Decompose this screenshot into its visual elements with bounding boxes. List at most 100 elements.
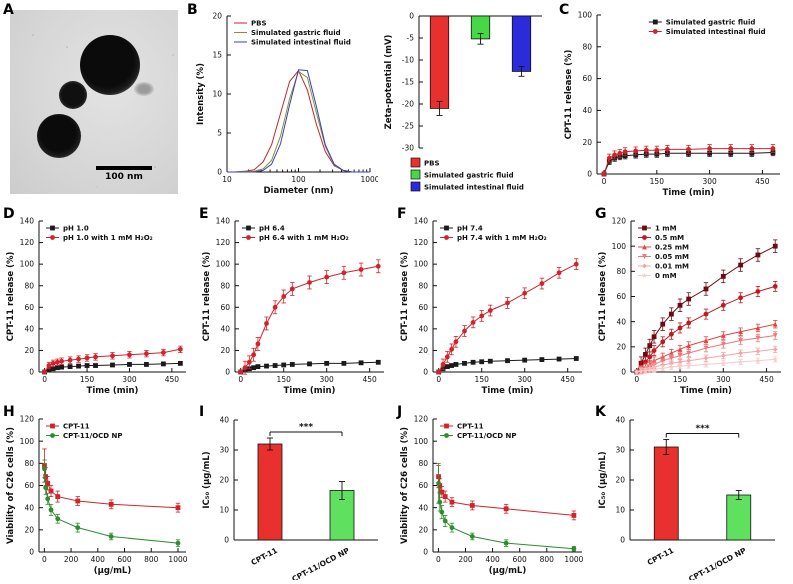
chart-dls-size-distribution: 10 100 1000 0 5 10 15 20 Diameter (nm) Intensity …: [194, 10, 378, 202]
svg-text:0: 0: [634, 375, 639, 384]
chart-release-fluids: 0 150 300 450 0 20 40 60 80 100 Time (min) CPT-11 r…: [562, 10, 788, 202]
svg-text:150: 150: [277, 375, 292, 384]
svg-text:0: 0: [29, 368, 34, 377]
svg-text:Time (min): Time (min): [482, 386, 534, 396]
svg-text:60: 60: [582, 74, 592, 83]
series: [227, 69, 370, 173]
bar: [511, 15, 532, 72]
svg-text:Simulated gastric fluid: Simulated gastric fluid: [666, 19, 756, 27]
svg-text:0: 0: [42, 555, 47, 564]
bar: [257, 443, 283, 541]
svg-text:-10: -10: [402, 56, 414, 65]
series: [634, 356, 778, 375]
svg-text:100: 100: [578, 11, 593, 20]
svg-text:450: 450: [363, 375, 378, 384]
svg-text:0.5 mM: 0.5 mM: [655, 234, 684, 242]
svg-text:140: 140: [216, 217, 231, 226]
svg-text:40: 40: [418, 503, 428, 512]
svg-text:1000: 1000: [564, 555, 583, 564]
series: [436, 462, 577, 552]
svg-text:PBS: PBS: [424, 160, 440, 168]
chart-zeta-potential: 0 -5 -10 -15 -20 -25 -30 Zeta-potential (mV) PBS…: [382, 10, 554, 202]
svg-text:100: 100: [20, 260, 35, 269]
svg-text:CPT-11: CPT-11: [646, 546, 675, 567]
svg-text:CPT-11/OCD NP: CPT-11/OCD NP: [457, 432, 517, 440]
scale-bar: [96, 166, 152, 170]
svg-text:120: 120: [20, 415, 35, 424]
svg-text:-5: -5: [407, 34, 415, 43]
svg-text:CPT-11 release (%): CPT-11 release (%): [202, 252, 212, 342]
svg-text:200: 200: [458, 555, 473, 564]
panel-label-B: B: [187, 2, 198, 18]
nanoparticle-faint: [134, 82, 154, 96]
svg-text:CPT-11: CPT-11: [249, 546, 278, 567]
svg-text:140: 140: [414, 217, 429, 226]
svg-text:800: 800: [540, 555, 555, 564]
svg-text:0: 0: [217, 168, 222, 177]
svg-text:80: 80: [418, 281, 428, 290]
svg-text:pH 6.4: pH 6.4: [259, 225, 285, 233]
svg-text:450: 450: [755, 177, 770, 186]
svg-text:300: 300: [122, 375, 137, 384]
panel-H: H 0 200 400 600 800 1000 0 20 40 60 80 100 120 (μg/mL…: [2, 404, 196, 582]
svg-text:600: 600: [117, 555, 132, 564]
svg-text:0.25 mM: 0.25 mM: [655, 244, 689, 252]
svg-text:30: 30: [615, 446, 625, 455]
series: [227, 70, 370, 173]
svg-text:0: 0: [620, 536, 625, 545]
svg-text:20: 20: [418, 525, 428, 534]
series: [227, 69, 370, 173]
svg-text:0: 0: [42, 375, 47, 384]
svg-text:(μg/mL): (μg/mL): [94, 566, 132, 576]
panel-label-K: K: [595, 404, 606, 420]
panel-label-I: I: [199, 404, 205, 420]
scale-bar-label: 100 nm: [105, 172, 143, 182]
svg-text:80: 80: [220, 281, 230, 290]
svg-text:0: 0: [436, 555, 441, 564]
svg-text:120: 120: [216, 238, 231, 247]
svg-text:40: 40: [418, 324, 428, 333]
svg-text:0: 0: [409, 12, 414, 21]
svg-text:120: 120: [20, 238, 35, 247]
svg-text:0 mM: 0 mM: [655, 272, 677, 280]
svg-text:Simulated intestinal fluid: Simulated intestinal fluid: [666, 28, 766, 36]
svg-text:0: 0: [238, 375, 243, 384]
svg-text:10: 10: [615, 506, 625, 515]
svg-text:20: 20: [616, 342, 626, 351]
svg-text:80: 80: [582, 42, 592, 51]
svg-text:100: 100: [414, 260, 429, 269]
panel-F: F 0 150 300 450 0 20 40 60 80 100 120 140 Time (min)…: [396, 206, 592, 402]
svg-text:100: 100: [20, 437, 35, 446]
svg-text:20: 20: [24, 346, 34, 355]
svg-text:pH 1.0: pH 1.0: [63, 225, 89, 233]
chart-viability-1: 0 200 400 600 800 1000 0 20 40 60 80 100 120 (μg/mL) V…: [4, 414, 194, 580]
svg-text:pH 1.0 with 1 mM H₂O₂: pH 1.0 with 1 mM H₂O₂: [63, 234, 153, 242]
svg-text:pH 7.4 with 1 mM H₂O₂: pH 7.4 with 1 mM H₂O₂: [457, 234, 547, 242]
svg-text:15: 15: [212, 51, 222, 60]
svg-text:CPT-11: CPT-11: [457, 423, 484, 431]
svg-text:20: 20: [615, 476, 625, 485]
series: [436, 258, 579, 375]
svg-text:CPT-11 release (%): CPT-11 release (%): [598, 252, 608, 342]
bar: [429, 15, 450, 109]
svg-text:40: 40: [615, 416, 625, 425]
svg-text:0: 0: [225, 368, 230, 377]
svg-text:80: 80: [24, 459, 34, 468]
svg-text:20: 20: [582, 138, 592, 147]
svg-text:140: 140: [20, 217, 35, 226]
svg-text:60: 60: [418, 303, 428, 312]
axes: [233, 419, 378, 541]
svg-text:150: 150: [80, 375, 95, 384]
series: [436, 465, 577, 521]
chart-viability-2: 0 200 400 600 800 1000 0 20 40 60 80 100 120 (μg/mL) V…: [398, 414, 590, 580]
svg-text:Time (min): Time (min): [680, 386, 732, 396]
svg-text:150: 150: [650, 177, 665, 186]
svg-text:120: 120: [414, 238, 429, 247]
svg-text:0: 0: [29, 548, 34, 557]
chart-release-ph1: 0 150 300 450 0 20 40 60 80 100 120 140 Time (min) CP…: [4, 216, 194, 400]
svg-text:CPT-11 release (%): CPT-11 release (%): [564, 50, 574, 140]
svg-text:100: 100: [216, 260, 231, 269]
svg-text:10: 10: [219, 506, 229, 515]
panel-label-C: C: [559, 2, 570, 18]
